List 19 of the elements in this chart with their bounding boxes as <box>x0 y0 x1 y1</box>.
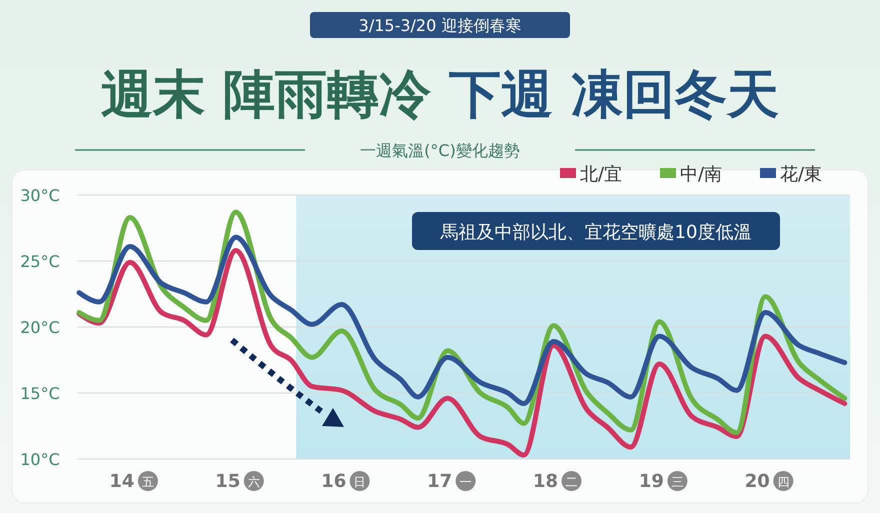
y-tick-label: 15°C <box>20 384 60 403</box>
x-tick-label: 20 四 <box>744 471 790 492</box>
x-tick-label: 19 三 <box>638 471 684 492</box>
legend-label: 花/東 <box>780 164 822 185</box>
y-tick-label: 30°C <box>20 186 60 205</box>
legend-label: 中/南 <box>680 164 722 185</box>
y-tick-label: 10°C <box>20 450 60 469</box>
text: 一週氣溫(°C)變化趨勢 <box>360 141 520 160</box>
annotation: 馬祖及中部以北、宜花空曠處10度低溫 <box>440 222 752 243</box>
legend-label: 北/宜 <box>580 164 622 185</box>
x-tick-label: 18 二 <box>532 471 578 492</box>
y-tick-label: 25°C <box>20 252 60 271</box>
x-tick-label: 14 五 <box>109 471 154 492</box>
y-tick-label: 20°C <box>20 318 60 337</box>
chart-subtitle: 3/15-3/20 迎接倒春寒 <box>358 16 522 35</box>
chart-title: 週末 陣雨轉冷 下週 凍回冬天 <box>100 65 780 125</box>
x-tick-label: 17 一 <box>427 471 472 492</box>
x-tick-label: 15 六 <box>215 471 260 492</box>
x-tick-label: 16 日 <box>321 471 366 492</box>
